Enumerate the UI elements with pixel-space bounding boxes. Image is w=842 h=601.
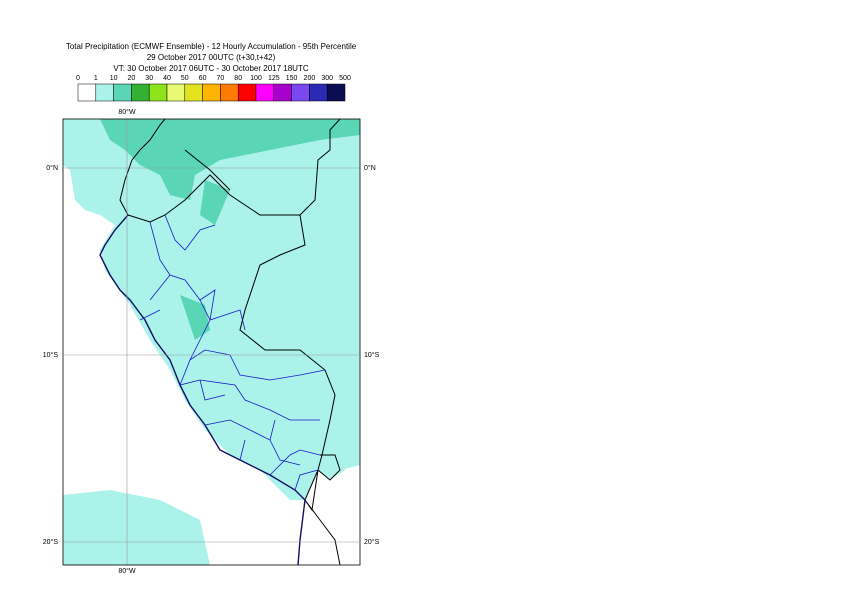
- title: Total Precipitation (ECMWF Ensemble) - 1…: [66, 42, 357, 51]
- map: [62, 118, 361, 566]
- coastline: [99, 214, 306, 565]
- legend-swatch: [291, 83, 310, 102]
- legend-label: 50: [181, 75, 189, 82]
- legend-label: 200: [304, 75, 316, 82]
- lat-label: 0°N: [364, 164, 376, 172]
- valid-time: VT: 30 October 2017 06UTC - 30 October 2…: [113, 64, 308, 73]
- legend-label: 70: [217, 75, 225, 82]
- legend-label: 60: [199, 75, 207, 82]
- lat-label: 10°S: [364, 351, 380, 359]
- lat-label: 0°N: [46, 164, 58, 172]
- legend-swatch: [113, 83, 132, 102]
- legend-swatch: [220, 83, 239, 102]
- legend-label: 80: [234, 75, 242, 82]
- legend-label: 10: [110, 75, 118, 82]
- precip-area: [100, 119, 360, 340]
- legend-swatch: [326, 83, 346, 102]
- legend-swatch: [131, 83, 150, 102]
- legend-swatch: [148, 83, 168, 102]
- legend-label: 100: [250, 75, 262, 82]
- legend-swatch: [202, 83, 221, 102]
- legend-label: 1: [94, 75, 98, 82]
- legend-label: 125: [268, 75, 280, 82]
- legend-label: 40: [163, 75, 171, 82]
- lon-label: 80°W: [118, 108, 136, 116]
- legend-label: 30: [145, 75, 153, 82]
- legend-swatch: [237, 83, 257, 102]
- legend-label: 20: [128, 75, 136, 82]
- legend-swatch: [255, 83, 275, 102]
- legend-swatch: [184, 83, 203, 102]
- legend-label: 150: [286, 75, 298, 82]
- precip-area: [63, 130, 360, 565]
- map-frame: [62, 118, 361, 566]
- lat-label: 20°S: [43, 538, 59, 546]
- lat-label: 20°S: [364, 538, 380, 546]
- legend-swatch: [166, 83, 186, 102]
- legend-swatch: [273, 83, 292, 102]
- legend-swatch: [77, 83, 97, 102]
- lon-label: 80°W: [118, 567, 136, 575]
- subtitle: 29 October 2017 00UTC (t+30,t+42): [147, 53, 276, 62]
- legend-label: 300: [321, 75, 333, 82]
- lat-label: 10°S: [43, 351, 59, 359]
- legend-swatch: [309, 83, 328, 102]
- country-border: [119, 119, 341, 565]
- legend-swatch: [95, 83, 114, 102]
- legend-label: 500: [339, 75, 351, 82]
- legend-label: 0: [76, 75, 80, 82]
